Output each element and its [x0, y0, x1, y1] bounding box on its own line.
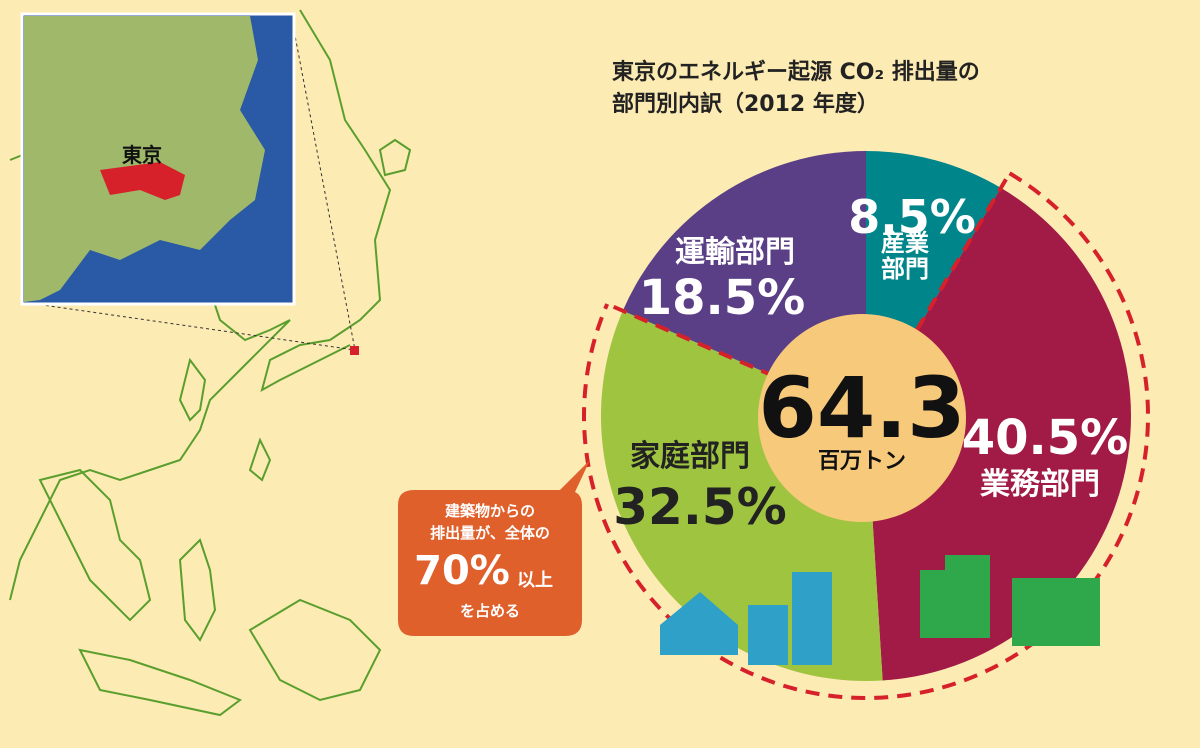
highlight-arc: [582, 171, 1150, 700]
slice-value: 40.5%: [961, 410, 1129, 466]
slice-label: 産業部門: [880, 229, 929, 284]
pie-slice: [866, 187, 1132, 681]
slice-value: 32.5%: [613, 478, 787, 536]
map-label: 東京: [122, 143, 162, 167]
title-line: 東京のエネルギー起源 CO₂ 排出量の: [612, 60, 980, 85]
highlight-edge: [915, 172, 1012, 331]
callout-text: を占める: [459, 602, 521, 620]
slice-value: 8.5%: [848, 190, 976, 244]
land: [24, 16, 265, 302]
title-line: 部門別内訳（2012 年度）: [612, 92, 879, 117]
slice-label: 業務部門: [980, 467, 1100, 502]
callout-text: 排出量が、全体の: [430, 524, 550, 542]
total: 64.3: [758, 359, 966, 457]
highlight-edge: [606, 302, 776, 379]
leader: [291, 19, 356, 351]
slice-label: 運輸部門: [675, 235, 795, 270]
tokyo-marker: [350, 346, 359, 355]
callout-text: 以上: [517, 570, 553, 591]
tokyo-area: [100, 162, 185, 200]
center-disc: [758, 314, 966, 522]
slice-label: 家庭部門: [630, 439, 750, 474]
callout-text: 建築物からの: [444, 502, 536, 520]
leader: [21, 301, 356, 351]
callout-value: 70%: [414, 548, 510, 594]
slice-value: 18.5%: [638, 270, 806, 326]
callout-box: [398, 460, 590, 636]
buildings: [660, 555, 1100, 665]
total-unit: 百万トン: [817, 449, 907, 474]
